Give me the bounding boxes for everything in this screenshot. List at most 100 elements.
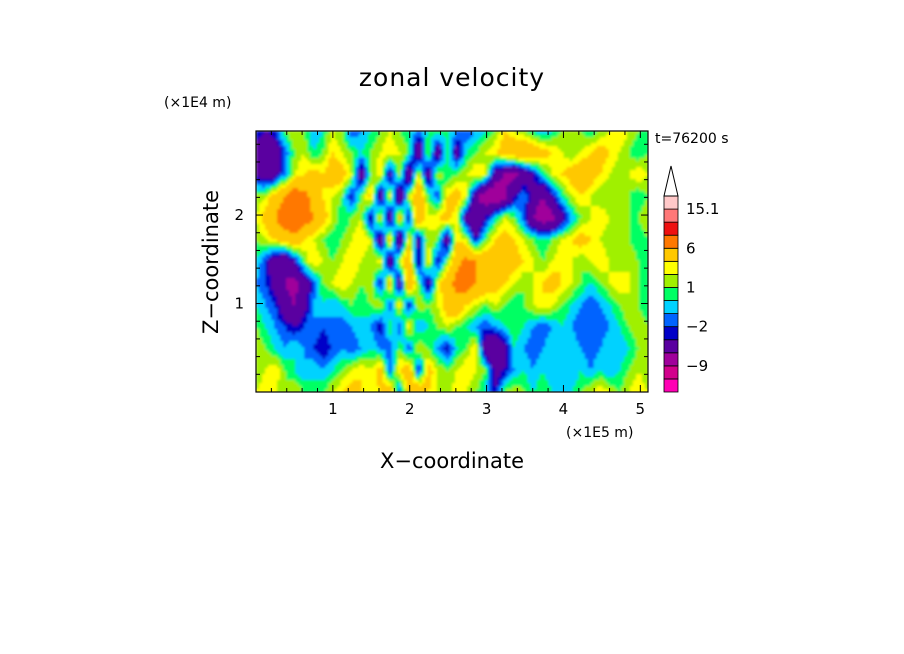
contour-cell xyxy=(554,152,559,156)
contour-cell xyxy=(274,164,278,168)
contour-cell xyxy=(497,194,501,198)
contour-cell xyxy=(452,158,456,162)
contour-cell xyxy=(509,233,513,237)
contour-cell xyxy=(533,131,538,135)
contour-cell xyxy=(346,152,351,156)
contour-cell xyxy=(256,143,260,147)
contour-cell xyxy=(509,242,513,246)
contour-cell xyxy=(500,176,504,180)
contour-cell xyxy=(310,137,314,141)
contour-cell xyxy=(518,233,522,237)
contour-cell xyxy=(551,140,556,144)
contour-cell xyxy=(641,236,646,240)
contour-cell xyxy=(325,167,329,171)
contour-cell xyxy=(373,131,378,135)
contour-cell xyxy=(632,215,637,219)
contour-cell xyxy=(421,227,426,231)
contour-cell xyxy=(262,137,266,141)
contour-cell xyxy=(506,218,510,222)
contour-cell xyxy=(467,230,471,234)
contour-cell xyxy=(566,206,571,210)
contour-cell xyxy=(515,143,519,147)
contour-cell xyxy=(470,230,474,234)
contour-cell xyxy=(355,188,360,192)
contour-cell xyxy=(533,191,538,195)
contour-cell xyxy=(506,203,510,207)
contour-cell xyxy=(641,221,646,225)
contour-cell xyxy=(385,212,390,216)
contour-cell xyxy=(476,194,480,198)
contour-cell xyxy=(560,218,565,222)
contour-cell xyxy=(491,200,495,204)
contour-cell xyxy=(448,146,453,150)
contour-cell xyxy=(376,191,381,195)
contour-cell xyxy=(551,173,556,177)
contour-cell xyxy=(635,131,640,135)
contour-cell xyxy=(617,146,622,150)
contour-cell xyxy=(518,197,522,201)
contour-cell xyxy=(388,227,393,231)
contour-cell xyxy=(503,179,507,183)
contour-cell xyxy=(527,224,531,228)
contour-cell xyxy=(620,209,625,213)
contour-cell xyxy=(488,233,492,237)
contour-cell xyxy=(611,140,616,144)
contour-cell xyxy=(512,242,516,246)
contour-cell xyxy=(433,194,438,198)
contour-cell xyxy=(268,134,272,138)
contour-cell xyxy=(436,170,441,174)
contour-cell xyxy=(391,185,396,189)
contour-cell xyxy=(274,215,278,219)
contour-cell xyxy=(325,164,329,168)
contour-cell xyxy=(361,179,366,183)
contour-cell xyxy=(590,164,595,168)
contour-cell xyxy=(400,161,405,165)
contour-cell xyxy=(566,215,571,219)
contour-cell xyxy=(325,233,329,237)
contour-cell xyxy=(322,209,326,213)
contour-cell xyxy=(382,212,387,216)
contour-cell xyxy=(455,164,459,168)
contour-cell xyxy=(506,146,510,150)
contour-cell xyxy=(608,215,613,219)
contour-cell xyxy=(271,167,275,171)
contour-cell xyxy=(539,173,544,177)
contour-cell xyxy=(608,152,613,156)
contour-cell xyxy=(394,155,399,159)
contour-cell xyxy=(355,245,360,249)
contour-cell xyxy=(388,245,393,249)
contour-cell xyxy=(572,161,577,165)
contour-cell xyxy=(611,164,616,168)
contour-cell xyxy=(452,173,456,177)
contour-cell xyxy=(452,236,456,240)
contour-cell xyxy=(623,146,628,150)
contour-cell xyxy=(406,176,411,180)
contour-cell xyxy=(485,185,489,189)
contour-cell xyxy=(530,209,535,213)
contour-cell xyxy=(626,182,631,186)
contour-cell xyxy=(421,233,426,237)
contour-cell xyxy=(641,203,646,207)
contour-cell xyxy=(530,155,535,159)
contour-cell xyxy=(379,227,384,231)
contour-cell xyxy=(602,167,607,171)
contour-cell xyxy=(611,137,616,141)
contour-cell xyxy=(521,206,525,210)
contour-cell xyxy=(439,164,444,168)
contour-cell xyxy=(572,206,577,210)
contour-cell xyxy=(641,215,646,219)
contour-cell xyxy=(533,170,538,174)
contour-cell xyxy=(433,197,438,201)
contour-cell xyxy=(563,143,568,147)
contour-cell xyxy=(602,143,607,147)
contour-cell xyxy=(557,158,562,162)
contour-cell xyxy=(271,206,275,210)
contour-cell xyxy=(596,191,601,195)
contour-cell xyxy=(515,215,519,219)
contour-cell xyxy=(379,242,384,246)
contour-cell xyxy=(289,227,293,231)
contour-cell xyxy=(524,215,528,219)
contour-cell xyxy=(337,239,342,243)
contour-cell xyxy=(445,227,450,231)
contour-cell xyxy=(623,227,628,231)
